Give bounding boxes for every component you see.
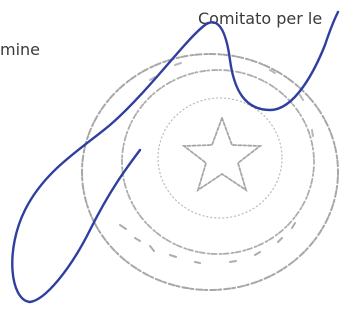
header-line: Comitato per le (198, 9, 322, 28)
stamp-star (184, 118, 260, 190)
page: Comitato per le mine (() => { const data… (0, 0, 360, 309)
stamp-outer-ring (82, 54, 338, 290)
stamp (82, 54, 338, 290)
second-line: mine (0, 40, 40, 59)
document-snippet: Comitato per le mine (0, 0, 360, 309)
stamp-lettering (120, 223, 295, 263)
signature (12, 12, 338, 302)
stamp-wreath (158, 98, 282, 218)
